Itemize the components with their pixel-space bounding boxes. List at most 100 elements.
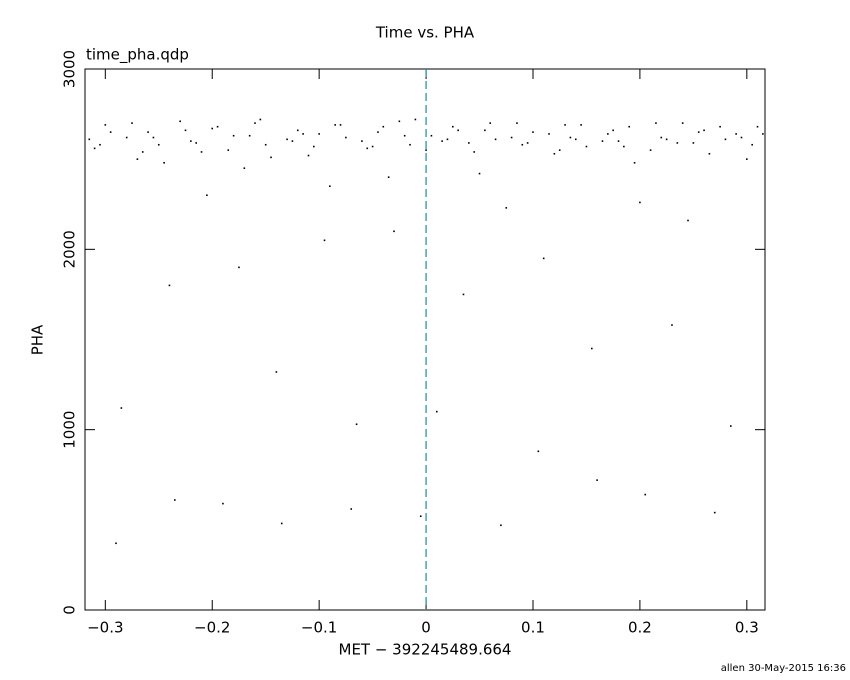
point bbox=[291, 140, 294, 142]
point bbox=[248, 134, 251, 137]
point bbox=[307, 154, 310, 157]
point bbox=[607, 133, 609, 135]
point bbox=[451, 125, 454, 128]
point bbox=[371, 145, 374, 148]
point bbox=[633, 161, 636, 164]
point bbox=[414, 118, 417, 121]
point bbox=[639, 201, 641, 204]
point bbox=[692, 142, 695, 144]
point bbox=[740, 136, 743, 139]
point bbox=[756, 125, 759, 128]
x-tick-label: −0.1 bbox=[301, 619, 337, 637]
point bbox=[361, 140, 363, 142]
point bbox=[302, 133, 304, 135]
point bbox=[195, 142, 197, 144]
point bbox=[115, 542, 117, 545]
point bbox=[478, 172, 481, 175]
point bbox=[93, 147, 96, 150]
point bbox=[136, 158, 139, 160]
point bbox=[184, 129, 187, 132]
point bbox=[254, 122, 256, 124]
point bbox=[751, 143, 753, 146]
point bbox=[462, 293, 465, 296]
point bbox=[548, 133, 550, 135]
x-axis-label: MET − 392245489.664 bbox=[339, 641, 512, 659]
point bbox=[441, 140, 443, 142]
point bbox=[190, 140, 192, 142]
point bbox=[564, 124, 566, 126]
point bbox=[762, 133, 764, 135]
point bbox=[516, 122, 518, 124]
point bbox=[318, 133, 320, 135]
point bbox=[403, 134, 406, 137]
point bbox=[211, 127, 214, 130]
point bbox=[147, 131, 149, 133]
point bbox=[435, 410, 438, 413]
point bbox=[398, 120, 401, 123]
point bbox=[104, 124, 107, 126]
point bbox=[313, 145, 315, 148]
point bbox=[457, 129, 459, 132]
point bbox=[746, 158, 748, 160]
point bbox=[537, 450, 540, 453]
point bbox=[377, 131, 379, 133]
point bbox=[526, 142, 529, 144]
point bbox=[468, 142, 470, 144]
point bbox=[521, 143, 524, 146]
point bbox=[280, 522, 283, 525]
point bbox=[120, 407, 123, 409]
point bbox=[109, 131, 112, 133]
y-axis-label: PHA bbox=[29, 324, 47, 355]
point bbox=[345, 136, 347, 139]
x-tick-label: −0.2 bbox=[194, 619, 230, 637]
x-tick-label: 0.3 bbox=[735, 619, 759, 637]
point bbox=[334, 124, 336, 126]
point bbox=[152, 136, 155, 139]
subtitle: time_pha.qdp bbox=[86, 46, 189, 65]
point bbox=[617, 140, 620, 142]
point bbox=[238, 266, 240, 269]
point bbox=[660, 136, 663, 139]
point bbox=[425, 149, 427, 151]
point bbox=[687, 219, 689, 222]
point bbox=[168, 284, 171, 287]
point bbox=[724, 138, 727, 141]
point bbox=[580, 124, 582, 126]
point bbox=[430, 134, 433, 137]
point bbox=[532, 131, 534, 133]
point bbox=[366, 147, 369, 150]
point bbox=[681, 122, 684, 124]
point bbox=[708, 152, 711, 155]
point bbox=[200, 151, 203, 153]
point bbox=[227, 149, 230, 151]
point bbox=[88, 138, 91, 141]
point bbox=[409, 143, 411, 146]
y-tick-label: 2000 bbox=[61, 230, 79, 268]
point bbox=[243, 167, 246, 169]
point bbox=[671, 324, 673, 326]
point bbox=[446, 138, 449, 141]
point bbox=[713, 511, 716, 514]
point bbox=[665, 138, 668, 141]
point bbox=[174, 499, 176, 501]
point bbox=[141, 151, 144, 153]
point bbox=[216, 125, 219, 128]
x-tick-label: 0.2 bbox=[628, 619, 652, 637]
point bbox=[489, 122, 492, 124]
point bbox=[644, 493, 647, 496]
point bbox=[703, 129, 705, 132]
point bbox=[329, 185, 331, 188]
x-tick-label: −0.3 bbox=[87, 619, 123, 637]
point bbox=[676, 142, 679, 144]
point bbox=[574, 138, 577, 141]
y-tick-label: 0 bbox=[61, 605, 79, 615]
point bbox=[296, 129, 299, 132]
point bbox=[232, 134, 235, 137]
point bbox=[270, 156, 272, 159]
point bbox=[393, 230, 395, 233]
point bbox=[500, 524, 502, 527]
point bbox=[596, 479, 598, 481]
point bbox=[719, 125, 721, 128]
